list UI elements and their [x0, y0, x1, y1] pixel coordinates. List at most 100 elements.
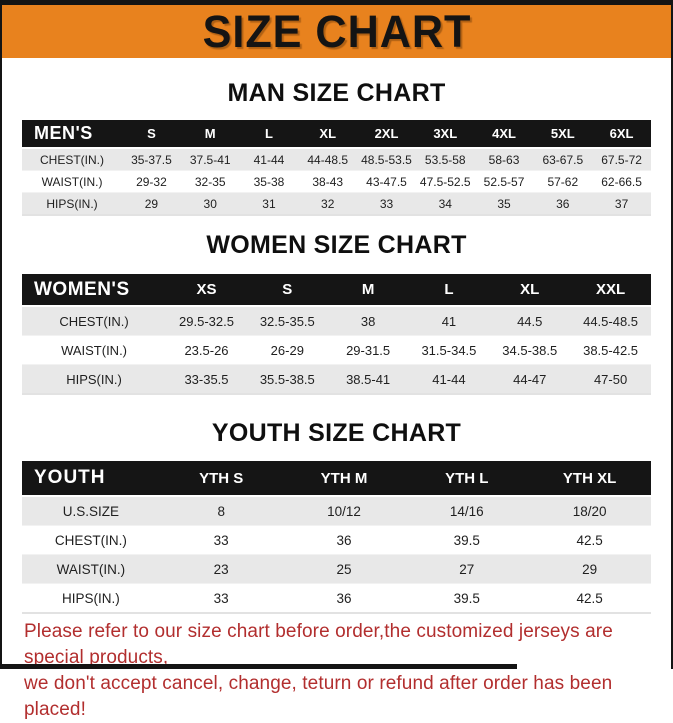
cell: 26-29: [270, 342, 304, 358]
table-header-row: YOUTH YTH S YTH M YTH L YTH XL: [22, 461, 651, 496]
cell: 62-66.5: [601, 174, 642, 189]
row-label: CHEST(IN.): [40, 152, 105, 167]
youth-section-heading: YOUTH SIZE CHART: [211, 419, 462, 447]
men-size-table: MEN'S S M L XL 2XL 3XL 4XL 5XL 6XL CHEST(IN.) 35-37…: [22, 120, 651, 216]
bottom-black-bar: [2, 664, 517, 669]
cell: 31.5-34.5: [421, 342, 477, 358]
row-label: CHEST(IN.): [59, 313, 129, 329]
cell: 53.5-58: [424, 152, 466, 167]
cell: 30: [203, 196, 217, 211]
cell: 36: [336, 590, 352, 606]
table-row: CHEST(IN.) 33 36 39.5 42.5: [22, 525, 651, 555]
column-header: XL: [489, 274, 571, 306]
row-label: WAIST(IN.): [61, 342, 128, 358]
cell: 35-38: [253, 174, 285, 189]
cell: 31: [262, 196, 276, 211]
cell: 29: [582, 561, 598, 577]
order-policy-line2: we don't accept cancel, change, teturn o…: [24, 673, 613, 720]
cell: 44-48.5: [307, 152, 349, 167]
column-header: YTH L: [405, 461, 529, 496]
cell: 43-47.5: [366, 174, 407, 189]
cell: 48.5-53.5: [361, 152, 412, 167]
cell: 42.5: [576, 590, 603, 606]
cell: 41-44: [432, 371, 466, 387]
banner: SIZE CHART: [2, 5, 671, 58]
table-row: HIPS(IN.) 29 30 31 32 33 34 35 36 37: [22, 192, 651, 215]
column-header: XS: [166, 274, 247, 306]
cell: 33: [379, 196, 394, 211]
column-header: M: [327, 274, 409, 306]
column-header: 4XL: [474, 120, 534, 148]
cell: 33: [213, 590, 229, 606]
youth-size-table: YOUTH YTH S YTH M YTH L YTH XL U.S.SIZE 8 10/12…: [22, 461, 651, 614]
cell: 39.5: [453, 590, 480, 606]
cell: 36: [336, 532, 352, 548]
women-section-heading: WOMEN SIZE CHART: [206, 231, 467, 259]
cell: 35: [497, 196, 511, 211]
cell: 44.5-48.5: [583, 313, 639, 329]
cell: 32.5-35.5: [259, 313, 315, 329]
cell: 35-37.5: [131, 152, 172, 167]
cell: 32: [321, 196, 335, 211]
row-label: WAIST(IN.): [56, 561, 126, 577]
column-header: 5XL: [533, 120, 593, 148]
cell: 38.5-42.5: [583, 342, 639, 358]
cell: 44.5: [517, 313, 543, 329]
table-row: HIPS(IN.) 33 36 39.5 42.5: [22, 583, 651, 613]
column-header: 2XL: [357, 120, 416, 148]
cell: 27: [459, 561, 475, 577]
cell: 38-43: [312, 174, 344, 189]
cell: 29-31.5: [346, 342, 391, 358]
cell: 41: [441, 313, 457, 329]
cell: 63-67.5: [542, 152, 584, 167]
column-header: YTH XL: [528, 461, 651, 496]
table-row: CHEST(IN.) 29.5-32.5 32.5-35.5 38 41 44.5 44.5…: [22, 306, 651, 336]
cell: 29.5-32.5: [179, 313, 234, 329]
table-row: WAIST(IN.) 23 25 27 29: [22, 554, 651, 584]
women-size-table: WOMEN'S XS S M L XL XXL CHEST(IN.) 29.5-32.5 32.5…: [22, 274, 651, 395]
cell: 44-47: [513, 371, 547, 387]
table-row: WAIST(IN.) 23.5-26 26-29 29-31.5 31.5-34.5 34…: [22, 335, 651, 365]
page-title: SIZE CHART: [202, 5, 471, 57]
cell: 39.5: [453, 532, 480, 548]
section-youth: YOUTH SIZE CHART YOUTH YTH S YTH M YTH L YTH…: [2, 419, 671, 614]
cell: 23.5-26: [184, 342, 229, 358]
cell: 67.5-72: [601, 152, 642, 167]
table-header-row: MEN'S S M L XL 2XL 3XL 4XL 5XL 6XL: [22, 120, 651, 148]
row-label: HIPS(IN.): [46, 196, 98, 211]
column-header: S: [246, 274, 328, 306]
cell: 29-32: [136, 174, 167, 189]
column-header: XL: [298, 120, 358, 148]
cell: 10/12: [327, 503, 361, 519]
cell: 23: [213, 561, 229, 577]
table-row: CHEST(IN.) 35-37.5 37.5-41 41-44 44-48.5 48.5…: [22, 148, 651, 171]
column-header: L: [408, 274, 490, 306]
column-header: S: [122, 120, 181, 148]
section-women: WOMEN SIZE CHART WOMEN'S XS S M L XL XXL CHEST(…: [2, 231, 671, 395]
row-label: HIPS(IN.): [66, 371, 122, 387]
column-header: YTH M: [282, 461, 406, 496]
cell: 52.5-57: [483, 174, 525, 189]
column-header: 6XL: [592, 120, 651, 148]
cell: 47.5-52.5: [419, 174, 471, 189]
column-header: YTH S: [159, 461, 283, 496]
row-label: HIPS(IN.): [62, 590, 120, 606]
cell: 37: [614, 196, 629, 211]
cell: 36: [556, 196, 570, 211]
order-policy-note: Please refer to our size chart before or…: [2, 619, 671, 723]
cell: 35.5-38.5: [259, 371, 315, 387]
cell: 34: [438, 196, 452, 211]
cell: 58-63: [488, 152, 520, 167]
cell: 18/20: [572, 503, 607, 519]
table-header-row: WOMEN'S XS S M L XL XXL: [22, 274, 651, 306]
cell: 47-50: [593, 371, 628, 387]
cell: 33-35.5: [184, 371, 229, 387]
cell: 41-44: [253, 152, 285, 167]
cell: 42.5: [576, 532, 603, 548]
table-row: WAIST(IN.) 29-32 32-35 35-38 38-43 43-47.5 47.…: [22, 170, 651, 193]
cell: 57-62: [547, 174, 579, 189]
cell: 8: [217, 503, 225, 519]
cell: 38: [360, 313, 376, 329]
column-header: L: [239, 120, 299, 148]
